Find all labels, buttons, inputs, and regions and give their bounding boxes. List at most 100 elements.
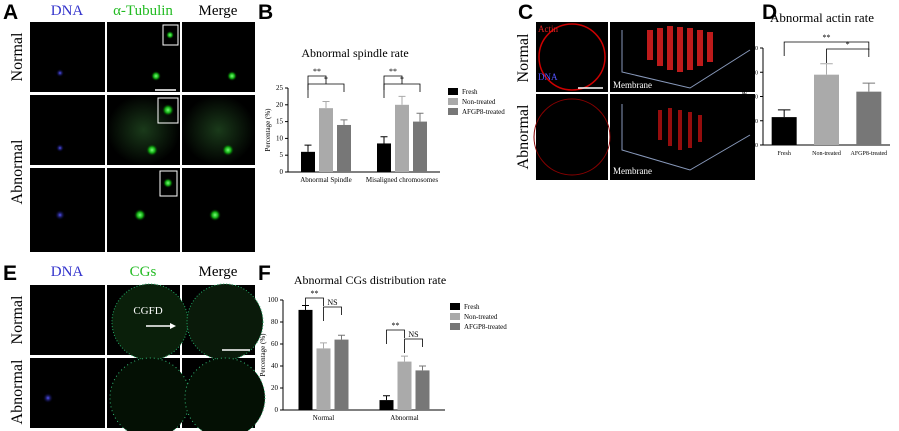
dna-spot xyxy=(43,393,53,403)
significance-label: NS xyxy=(408,330,418,339)
significance-bracket xyxy=(383,83,421,98)
error-bar xyxy=(401,355,408,362)
row-label: Normal xyxy=(9,295,26,344)
error-bar xyxy=(398,95,406,105)
bar xyxy=(814,74,839,145)
row-label: Abnormal xyxy=(515,104,532,169)
bar xyxy=(397,361,412,410)
image xyxy=(30,358,105,428)
panel-label: C xyxy=(518,1,533,24)
error-bar xyxy=(304,144,312,152)
y-tick-label: 100 xyxy=(268,296,279,304)
column-label: α-Tubulin xyxy=(113,3,173,19)
legend-swatch xyxy=(450,303,460,310)
image xyxy=(30,168,105,252)
arrow xyxy=(170,323,176,329)
significance-label: * xyxy=(846,40,850,49)
x-tick-label: Abnormal xyxy=(390,414,418,422)
significance-label: ** xyxy=(392,321,400,330)
y-tick-label: 5 xyxy=(280,151,284,159)
legend-swatch xyxy=(450,323,460,330)
image xyxy=(30,22,105,92)
dna-spot xyxy=(55,210,65,220)
column-label: Merge xyxy=(199,264,238,280)
x-tick-label: AFGP8-treated xyxy=(850,151,887,157)
x-tick-label: Normal xyxy=(313,414,334,422)
image xyxy=(30,285,105,355)
cg-oocyte xyxy=(186,283,264,361)
significance-bracket xyxy=(386,329,405,344)
panel-label: A xyxy=(3,1,18,24)
row-label: Abnormal xyxy=(9,139,26,204)
spindle xyxy=(146,144,158,156)
y-tick-label: 0 xyxy=(280,168,284,176)
bar xyxy=(316,348,331,410)
dna-spot xyxy=(56,144,64,152)
chart-title: Abnormal spindle rate xyxy=(301,46,408,60)
image xyxy=(182,168,255,252)
bar xyxy=(301,151,315,172)
error-bar xyxy=(777,109,791,118)
y-tick-label: 25 xyxy=(276,84,284,92)
x-tick-label: Misaligned chromosomes xyxy=(366,176,438,184)
image xyxy=(30,95,105,165)
panel-a: DNA α-Tubulin Merge Normal Abnormal xyxy=(9,3,255,252)
significance-label: * xyxy=(400,75,404,84)
error-bar xyxy=(862,82,876,92)
legend-label: Fresh xyxy=(462,88,478,96)
significance-label: * xyxy=(324,75,328,84)
column-label: Merge xyxy=(199,3,238,19)
y-tick-label: 30 xyxy=(752,70,758,76)
error-bar xyxy=(340,119,348,125)
panel-c: Normal Abnormal Actin DNA Membrane Membr… xyxy=(515,22,755,180)
panel-e: DNA CGs Merge Normal Abnormal CGFD xyxy=(9,264,266,431)
error-bar xyxy=(338,334,345,340)
column-label: DNA xyxy=(51,3,84,19)
chart-title: Abnormal actin rate xyxy=(770,10,874,25)
image xyxy=(610,94,755,180)
significance-bracket xyxy=(383,75,403,90)
y-tick-label: 80 xyxy=(271,318,279,326)
spindle xyxy=(151,71,161,81)
image xyxy=(536,94,608,180)
spindle xyxy=(162,104,174,116)
significance-bracket xyxy=(307,83,345,98)
bar xyxy=(856,91,882,145)
significance-label: ** xyxy=(389,67,397,76)
column-label: CGs xyxy=(130,264,157,280)
error-bar xyxy=(320,342,327,349)
stain-label: Membrane xyxy=(613,166,652,176)
significance-label: ** xyxy=(311,289,319,298)
legend-swatch xyxy=(448,98,458,105)
row-label: Normal xyxy=(515,33,532,82)
bar xyxy=(379,400,394,410)
image xyxy=(182,22,255,92)
x-tick-label: Non-treated xyxy=(812,151,841,157)
stain-label: Membrane xyxy=(613,80,652,90)
error-bar xyxy=(416,112,424,122)
stain-label: Actin xyxy=(538,24,558,34)
significance-bracket xyxy=(783,41,870,56)
significance-label: NS xyxy=(327,298,337,307)
error-bar xyxy=(419,365,426,371)
y-tick-label: 10 xyxy=(276,134,284,142)
actin-ring xyxy=(533,98,611,176)
y-tick-label: 10 xyxy=(752,119,758,125)
y-axis-label: Percentage (%) xyxy=(264,108,272,152)
bar xyxy=(337,124,351,172)
panel-label: B xyxy=(258,1,273,24)
x-tick-label: Abnormal Spindle xyxy=(300,176,352,184)
bar xyxy=(413,121,427,172)
legend-swatch xyxy=(450,313,460,320)
inset xyxy=(157,97,179,124)
significance-bracket xyxy=(305,297,324,312)
spindle xyxy=(227,71,237,81)
chart-title: Abnormal CGs distribution rate xyxy=(294,273,446,287)
bar xyxy=(298,309,313,410)
legend-swatch xyxy=(448,88,458,95)
legend-label: Non-treated xyxy=(462,98,496,106)
y-tick-label: 40 xyxy=(752,46,758,52)
y-tick-label: 15 xyxy=(276,118,284,126)
significance-label: ** xyxy=(313,67,321,76)
